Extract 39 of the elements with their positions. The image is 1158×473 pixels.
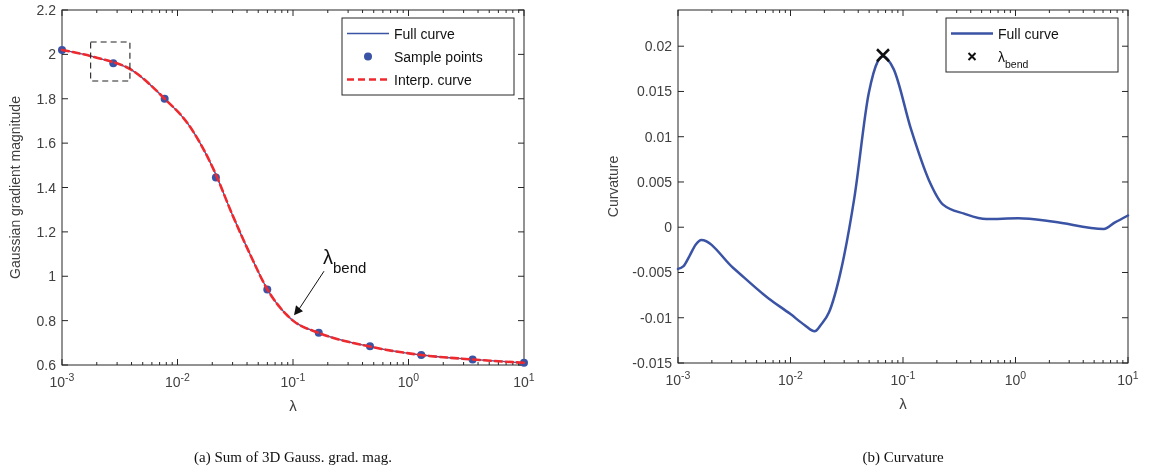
x-tick-label: 10$^{-2}$	[165, 371, 191, 390]
annotation: λ$_{bend}$	[323, 246, 367, 276]
text: (b) Curvature	[862, 449, 944, 466]
legend-label: Full curve	[394, 25, 455, 42]
legend-label: Full curve	[998, 25, 1059, 42]
y-tick-label: 1.8	[36, 90, 57, 107]
text: (a) Sum of 3D Gauss. grad. mag.	[194, 449, 392, 466]
y-tick-label: 1.6	[36, 135, 57, 152]
y-tick-label: 0.015	[636, 83, 673, 100]
y-tick-label: 0.02	[644, 38, 673, 55]
y-tick-label: 1.2	[36, 223, 57, 240]
y-tick-label: 1.4	[36, 179, 57, 196]
y-tick-label: 2.2	[36, 2, 57, 18]
x-tick-label: 10$^{-3}$	[665, 369, 691, 388]
y-tick-label: 0.6	[36, 357, 57, 373]
y-tick-label: 0.005	[636, 173, 673, 190]
y-tick-label: -0.015	[632, 355, 673, 371]
x-tick-label: 10$^{-2}$	[778, 369, 804, 388]
x-tick-label: 10$^{-1}$	[890, 369, 916, 388]
legend-label: Interp. curve	[394, 71, 473, 88]
y-tick-label: 0	[664, 219, 673, 236]
x-axis-title: λ	[899, 395, 908, 412]
x-tick-label: 10$^{-1}$	[280, 371, 306, 390]
x-tick-label: 10$^{0}$	[397, 371, 420, 390]
x-tick-label: 10$^{-3}$	[49, 371, 75, 390]
y-tick-label: 0.01	[644, 128, 673, 145]
y-axis-title: Curvature	[605, 155, 621, 218]
legend-label: Sample points	[394, 48, 483, 65]
x-axis-title: λ	[289, 397, 298, 414]
y-tick-label: 0.8	[36, 312, 57, 329]
y-tick-label: -0.01	[640, 309, 673, 326]
x-tick-label: 10$^{0}$	[1004, 369, 1027, 388]
y-tick-label: 1	[48, 268, 57, 285]
y-axis-title: Gaussian gradient magnitude	[7, 95, 23, 279]
y-tick-label: -0.005	[632, 264, 673, 281]
y-tick-label: 2	[48, 46, 57, 63]
x-tick-label: 10$^{1}$	[513, 371, 535, 390]
legend-label: λ$_{bend}$	[998, 48, 1029, 70]
x-tick-label: 10$^{1}$	[1117, 369, 1139, 388]
